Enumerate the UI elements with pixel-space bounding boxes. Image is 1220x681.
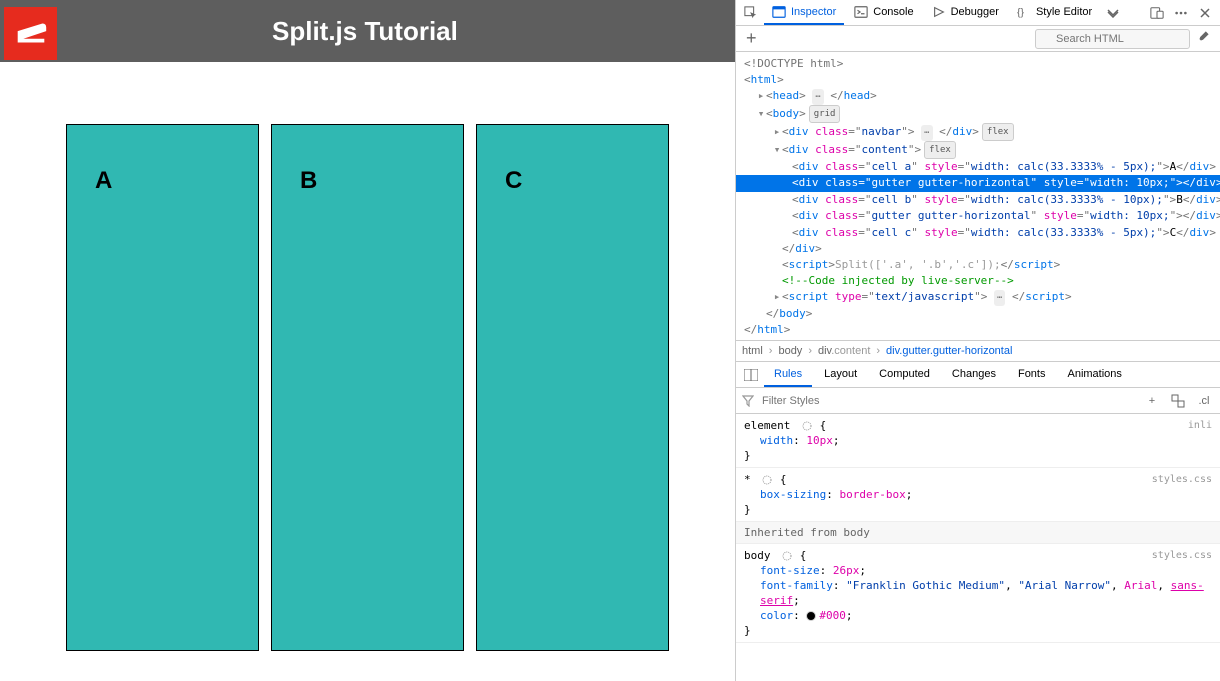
filter-bar: + .cl [736, 388, 1220, 414]
devtools-toolbar: Inspector Console Debugger {}Style Edito… [736, 0, 1220, 26]
pick-element-button[interactable] [740, 2, 762, 24]
cell-a: A [66, 124, 259, 651]
pseudo-class-button[interactable] [1168, 391, 1188, 411]
toggle-3pane-button[interactable] [740, 369, 762, 381]
bc-html[interactable]: html [742, 345, 763, 357]
dom-gutter-1[interactable]: <div class="gutter gutter-horizontal" st… [736, 175, 1220, 192]
dom-content-open[interactable]: ▾<div class="content">flex [736, 141, 1220, 159]
dom-html-open[interactable]: <html> [736, 72, 1220, 88]
rendered-page: Split.js Tutorial A B C [0, 0, 735, 681]
dom-gutter-2[interactable]: <div class="gutter gutter-horizontal" st… [736, 208, 1220, 225]
search-html-wrap [767, 29, 1190, 49]
cell-c: C [476, 124, 669, 651]
tab-console[interactable]: Console [846, 0, 921, 25]
edit-html-button[interactable] [1196, 30, 1214, 48]
rule-star[interactable]: styles.css * { box-sizing: border-box; } [736, 468, 1220, 522]
close-devtools-button[interactable] [1194, 2, 1216, 24]
tab-debugger[interactable]: Debugger [924, 0, 1007, 25]
tab-changes[interactable]: Changes [942, 362, 1006, 387]
class-panel-button[interactable]: .cl [1194, 391, 1214, 411]
add-element-button[interactable]: + [742, 28, 761, 49]
dom-cell-a[interactable]: <div class="cell a" style="width: calc(3… [736, 159, 1220, 175]
breadcrumb: html › body › div.content › div.gutter.g… [736, 340, 1220, 362]
bc-body[interactable]: body [778, 345, 802, 357]
dom-navbar[interactable]: ▸<div class="navbar"> ⋯ </div>flex [736, 123, 1220, 141]
dom-cell-c[interactable]: <div class="cell c" style="width: calc(3… [736, 225, 1220, 241]
console-icon [854, 5, 868, 19]
logo-icon [4, 7, 57, 60]
color-swatch[interactable] [806, 611, 816, 621]
inspector-subbar: + [736, 26, 1220, 52]
dom-script-liveserver[interactable]: ▸<script type="text/javascript"> ⋯ </scr… [736, 289, 1220, 306]
dom-html-close[interactable]: </html> [736, 322, 1220, 338]
dom-body-open[interactable]: ▾<body>grid [736, 105, 1220, 123]
rules-tabs: Rules Layout Computed Changes Fonts Anim… [736, 362, 1220, 388]
gutter-2[interactable] [464, 124, 476, 651]
gear-icon [781, 550, 793, 562]
dom-tree[interactable]: <!DOCTYPE html> <html> ▸<head> ⋯ </head>… [736, 52, 1220, 340]
rule-source-star[interactable]: styles.css [1152, 472, 1212, 487]
responsive-mode-button[interactable] [1146, 2, 1168, 24]
dom-doctype[interactable]: <!DOCTYPE html> [736, 56, 1220, 72]
rule-source-inline[interactable]: inli [1188, 418, 1212, 433]
debugger-icon [932, 5, 946, 19]
style-editor-icon: {} [1017, 5, 1031, 19]
devtools-panel: Inspector Console Debugger {}Style Edito… [735, 0, 1220, 681]
dom-content-close[interactable]: </div> [736, 241, 1220, 257]
bc-content[interactable]: div.content [818, 345, 870, 357]
tab-style-editor[interactable]: {}Style Editor [1009, 0, 1100, 25]
meatball-menu-button[interactable] [1170, 2, 1192, 24]
rule-element[interactable]: inli element { width: 10px; } [736, 414, 1220, 468]
dom-script-split[interactable]: <script>Split(['.a', '.b','.c']);</scrip… [736, 257, 1220, 273]
gear-icon [761, 474, 773, 486]
overflow-tabs-button[interactable] [1102, 2, 1124, 24]
inherited-label: Inherited from body [736, 522, 1220, 544]
search-html-input[interactable] [1035, 29, 1190, 49]
tab-animations[interactable]: Animations [1057, 362, 1131, 387]
bc-gutter[interactable]: div.gutter.gutter-horizontal [886, 345, 1012, 357]
gutter-1[interactable] [259, 124, 271, 651]
tab-rules[interactable]: Rules [764, 362, 812, 387]
split-content: A B C [0, 62, 735, 681]
dom-comment[interactable]: <!--Code injected by live-server--> [736, 273, 1220, 289]
tab-fonts[interactable]: Fonts [1008, 362, 1056, 387]
filter-styles-input[interactable] [742, 392, 1136, 410]
tab-inspector[interactable]: Inspector [764, 0, 844, 25]
rules-panel: inli element { width: 10px; } styles.css… [736, 414, 1220, 681]
dom-cell-b[interactable]: <div class="cell b" style="width: calc(3… [736, 192, 1220, 208]
rule-body[interactable]: styles.css body { font-size: 26px; font-… [736, 544, 1220, 643]
page-title: Split.js Tutorial [272, 16, 458, 47]
gear-icon [801, 420, 813, 432]
cell-b: B [271, 124, 464, 651]
inspector-icon [772, 5, 786, 19]
add-rule-button[interactable]: + [1142, 391, 1162, 411]
navbar: Split.js Tutorial [0, 0, 735, 62]
rule-source-body[interactable]: styles.css [1152, 548, 1212, 563]
tab-layout[interactable]: Layout [814, 362, 867, 387]
filter-icon [742, 395, 754, 407]
dom-head[interactable]: ▸<head> ⋯ </head> [736, 88, 1220, 105]
tab-computed[interactable]: Computed [869, 362, 940, 387]
dom-body-close[interactable]: </body> [736, 306, 1220, 322]
svg-text:{}: {} [1017, 6, 1025, 18]
